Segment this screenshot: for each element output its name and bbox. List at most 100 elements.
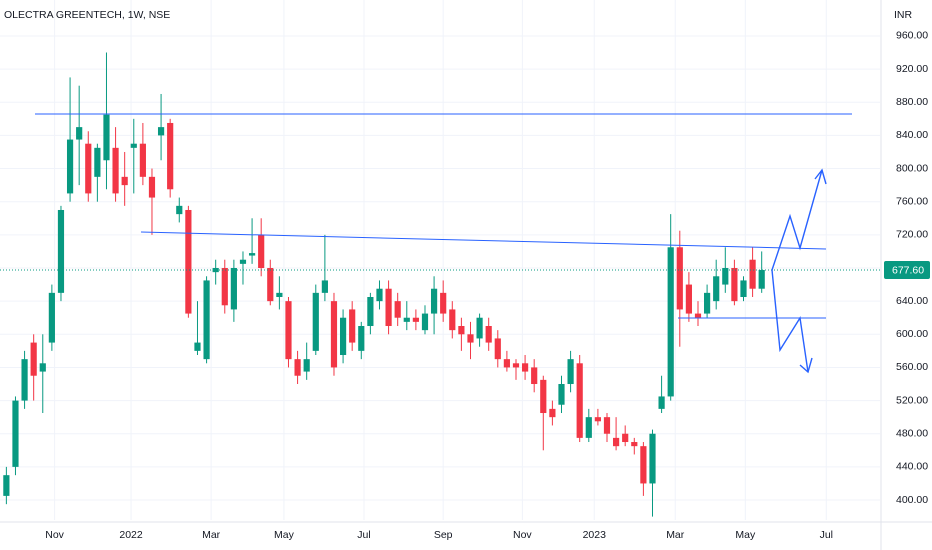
candle-body	[285, 301, 292, 360]
candle-body	[430, 288, 438, 314]
drawings	[35, 113, 852, 374]
candle-body	[403, 317, 410, 322]
candle-body	[612, 437, 620, 447]
candle-body	[203, 280, 210, 360]
candle-body	[558, 384, 565, 405]
candle-body	[121, 176, 128, 186]
candle-body	[130, 143, 137, 148]
candle-body	[749, 259, 756, 289]
candle-body	[667, 247, 674, 397]
candle-body	[294, 359, 301, 376]
candle-body	[549, 408, 556, 418]
candle-body	[267, 267, 274, 302]
candle-body	[467, 334, 474, 343]
last-price-tag	[884, 260, 930, 279]
candle-body	[458, 326, 465, 335]
x-tick-label: 2023	[583, 529, 607, 541]
candle-body	[485, 326, 492, 343]
y-tick-label: 560.00	[896, 361, 928, 373]
candle-body	[594, 417, 601, 422]
down-path	[771, 269, 809, 373]
candle-body	[258, 234, 265, 268]
candle-body	[740, 280, 747, 298]
axes: 400.00 440.00 480.00 520.00 560.00 600.00 640.…	[45, 30, 930, 541]
candle-body	[494, 338, 501, 360]
candle-body	[85, 143, 92, 194]
y-tick-label: 400.00	[896, 494, 928, 506]
candle-body	[148, 176, 156, 198]
x-tick-label: Jul	[357, 529, 370, 541]
x-tick-label: May	[735, 529, 756, 541]
grid	[0, 0, 880, 520]
candle-body	[631, 442, 638, 447]
candle-body	[676, 247, 683, 310]
candle-body	[30, 342, 37, 376]
x-tick-label: Jul	[820, 529, 833, 541]
candle-body	[622, 433, 629, 443]
x-tick-label: 2022	[119, 529, 143, 541]
candle-body	[694, 313, 702, 318]
candle-body	[48, 292, 55, 343]
trend-line	[140, 231, 827, 250]
candle-body	[704, 292, 711, 314]
candle-body	[76, 127, 83, 140]
candle-body	[230, 267, 237, 310]
candle-body	[66, 139, 74, 194]
candle-body	[157, 127, 165, 136]
candle-body	[758, 269, 765, 289]
candle-body	[330, 301, 338, 368]
candle-body	[603, 417, 611, 434]
y-tick-label: 480.00	[896, 428, 928, 440]
candle-body	[276, 292, 283, 298]
candle-body	[521, 363, 529, 372]
candle-body	[358, 326, 365, 351]
up-arrowhead	[814, 168, 827, 185]
candle-body	[722, 267, 729, 285]
candles	[0, 52, 880, 517]
x-tick-label: Nov	[45, 529, 64, 541]
candle-body	[3, 475, 10, 496]
y-tick-label: 720.00	[896, 229, 928, 241]
candle-body	[585, 417, 592, 438]
x-tick-label: Mar	[202, 529, 221, 541]
candle-body	[94, 147, 101, 177]
y-tick-label: 920.00	[896, 63, 928, 75]
candle-body	[303, 359, 310, 372]
down-arrowhead	[799, 357, 813, 374]
y-tick-label: 880.00	[896, 96, 928, 108]
candle-body	[239, 259, 247, 264]
x-tick-label: Mar	[666, 529, 685, 541]
y-tick-label: 520.00	[896, 394, 928, 406]
last-price-label: 677.60	[892, 264, 924, 276]
y-tick-label: 960.00	[896, 30, 928, 42]
x-tick-label: Sep	[434, 529, 453, 541]
candle-body	[185, 209, 192, 314]
y-tick-label: 640.00	[896, 295, 928, 307]
candle-body	[312, 292, 319, 351]
candle-body	[12, 400, 19, 467]
candle-body	[176, 205, 183, 215]
candle-body	[194, 342, 201, 351]
candle-body	[39, 363, 46, 372]
y-tick-label: 760.00	[896, 195, 928, 207]
candle-body	[685, 284, 692, 314]
y-tick-label: 800.00	[896, 162, 928, 174]
candle-body	[112, 147, 119, 194]
candle-body	[385, 288, 392, 327]
candle-body	[503, 359, 510, 368]
candle-body	[512, 363, 520, 368]
candle-body	[476, 317, 483, 339]
candle-body	[412, 317, 419, 322]
candle-body	[531, 367, 538, 385]
candle-body	[167, 122, 174, 190]
x-tick-label: Nov	[513, 529, 532, 541]
candle-body	[321, 280, 328, 293]
y-tick-label: 440.00	[896, 461, 928, 473]
candle-body	[421, 313, 429, 331]
candle-body	[440, 292, 447, 314]
candle-body	[248, 253, 256, 256]
candle-body	[649, 433, 656, 484]
candle-body	[394, 301, 401, 318]
candle-body	[367, 297, 374, 327]
